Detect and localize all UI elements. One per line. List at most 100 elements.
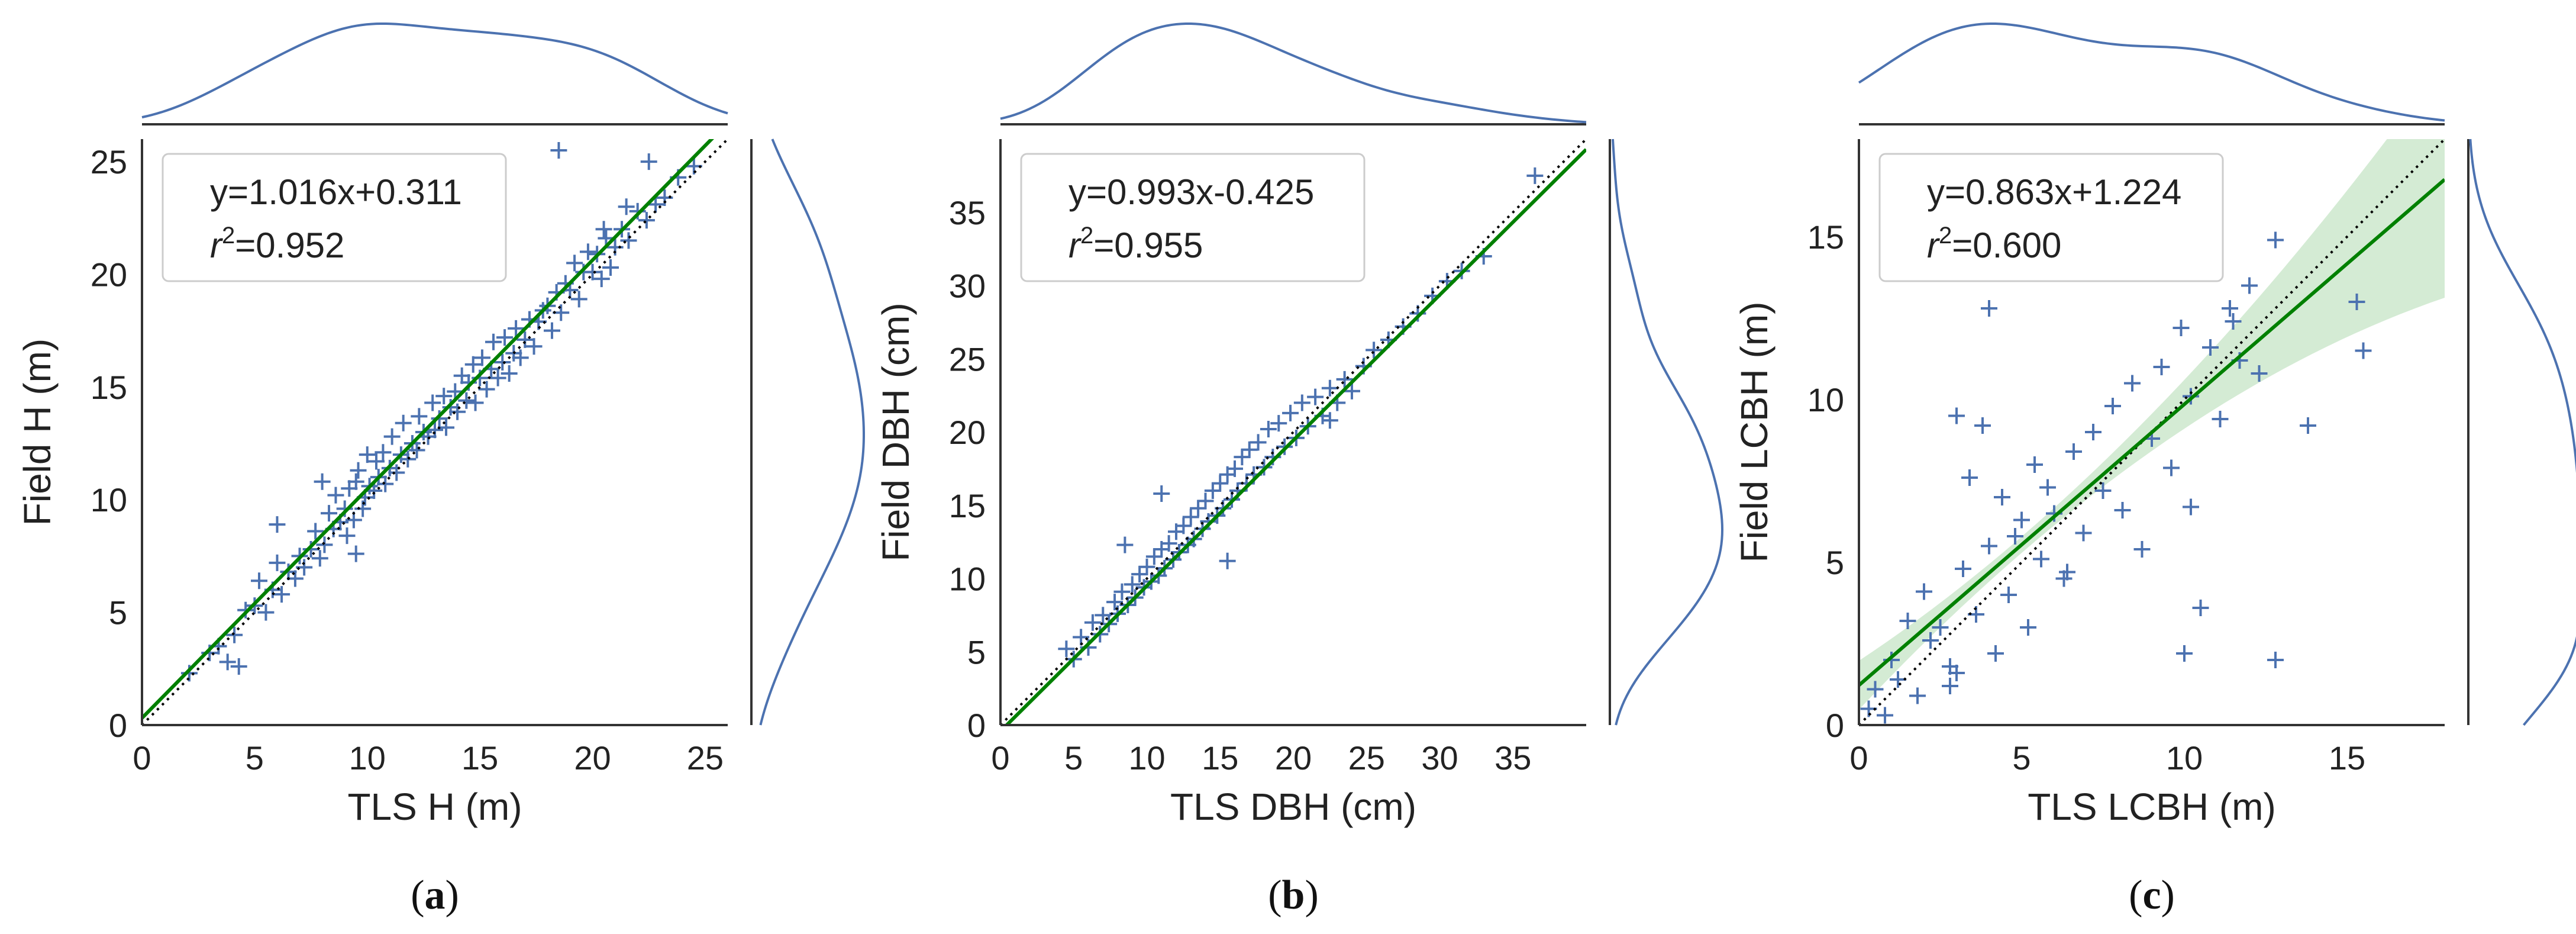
data-point — [647, 196, 664, 213]
regression-equation: y=0.993x-0.425 — [1069, 172, 1314, 212]
legend-box — [1878, 153, 2224, 282]
data-point — [478, 381, 495, 398]
y-axis-label: Field DBH (cm) — [874, 302, 917, 561]
y-tick-label: 10 — [91, 481, 127, 518]
data-point — [368, 453, 385, 470]
x-tick-label: 25 — [687, 739, 724, 777]
x-tick-label: 30 — [1421, 739, 1458, 777]
data-point — [321, 505, 338, 522]
y-tick-label: 30 — [949, 268, 986, 305]
data-point — [2176, 645, 2193, 662]
data-point — [2000, 587, 2017, 603]
data-point — [2007, 528, 2023, 545]
data-point — [544, 322, 560, 339]
data-point — [566, 255, 583, 272]
data-point — [1270, 415, 1287, 432]
scatter-points — [1860, 231, 2372, 724]
data-point — [1131, 566, 1148, 583]
x-tick-label: 0 — [133, 739, 151, 777]
r-squared-label: r2=0.600 — [1927, 223, 2061, 265]
data-point — [2094, 482, 2112, 499]
y-tick-label: 20 — [949, 414, 986, 451]
x-axis-label: TLS LCBH (m) — [2028, 785, 2276, 828]
data-point — [1241, 441, 1258, 458]
regression-line — [1004, 148, 1586, 725]
data-point — [1899, 613, 1916, 629]
data-point — [1994, 489, 2010, 505]
data-point — [347, 545, 364, 562]
data-point — [1190, 500, 1207, 517]
x-tick-label: 10 — [349, 739, 386, 777]
r-squared-label: r2=0.952 — [210, 223, 344, 265]
data-point — [1909, 687, 1926, 704]
data-point — [640, 153, 657, 170]
data-point — [2075, 524, 2092, 542]
data-point — [1234, 449, 1251, 466]
data-point — [1260, 421, 1277, 438]
data-point — [2183, 388, 2199, 405]
x-tick-label: 20 — [574, 739, 611, 777]
data-point — [1145, 548, 1163, 565]
y-tick-label: 15 — [949, 487, 986, 524]
data-point — [2225, 313, 2242, 330]
x-tick-label: 0 — [991, 739, 1009, 777]
data-point — [525, 338, 543, 355]
data-point — [1955, 561, 1971, 577]
data-point — [302, 541, 319, 558]
data-point — [1922, 632, 1939, 649]
data-point — [1867, 681, 1884, 698]
x-tick-label: 5 — [246, 739, 264, 777]
scatter-points — [180, 142, 702, 682]
data-point — [314, 473, 331, 490]
data-point — [2124, 375, 2141, 392]
data-point — [2039, 479, 2056, 496]
panel-caption: (a) — [411, 872, 459, 918]
data-point — [273, 586, 290, 603]
data-point — [2173, 320, 2190, 336]
data-point — [602, 259, 619, 276]
data-point — [453, 367, 470, 384]
data-point — [473, 349, 490, 366]
data-point — [230, 658, 247, 675]
y-axis-label: Field H (m) — [16, 339, 59, 526]
data-point — [1932, 619, 1949, 636]
x-tick-label: 10 — [2166, 739, 2203, 777]
x-tick-label: 35 — [1494, 739, 1531, 777]
y-tick-label: 20 — [91, 256, 127, 293]
data-point — [629, 202, 646, 220]
data-point — [2085, 424, 2102, 440]
data-point — [1344, 382, 1360, 400]
data-point — [1073, 629, 1090, 646]
data-point — [438, 419, 455, 436]
y-tick-label: 25 — [949, 340, 986, 378]
data-point — [2163, 459, 2180, 476]
x-axis-label: TLS DBH (cm) — [1170, 785, 1416, 828]
data-point — [366, 482, 383, 499]
top-marginal-kde — [141, 22, 728, 119]
regression-equation: y=1.016x+0.311 — [210, 172, 462, 212]
y-tick-label: 5 — [1826, 544, 1844, 581]
data-point — [316, 536, 333, 553]
data-point — [2202, 339, 2219, 356]
data-point — [311, 550, 328, 567]
data-point — [2300, 417, 2316, 434]
identity-line — [1859, 139, 2445, 725]
data-point — [341, 480, 358, 497]
x-tick-label: 0 — [1849, 739, 1868, 777]
y-tick-label: 25 — [91, 143, 127, 181]
data-point — [1916, 583, 1932, 600]
data-point — [2033, 550, 2049, 568]
right-marginal-kde — [2469, 139, 2576, 726]
data-point — [595, 221, 612, 238]
x-tick-label: 15 — [1202, 739, 1238, 777]
right-marginal-kde — [759, 139, 865, 726]
data-point — [2267, 231, 2284, 249]
data-point — [269, 516, 286, 533]
data-point — [1526, 167, 1544, 184]
data-point — [2013, 511, 2030, 529]
data-point — [1877, 707, 1893, 724]
y-tick-label: 10 — [949, 561, 986, 598]
data-point — [377, 475, 394, 492]
data-point — [1160, 535, 1177, 552]
data-point — [1981, 537, 1997, 555]
